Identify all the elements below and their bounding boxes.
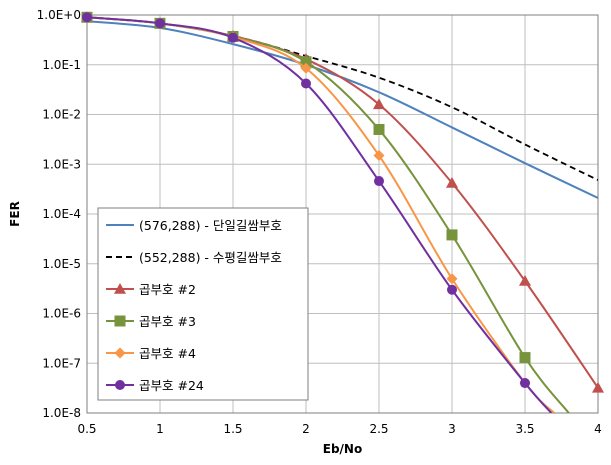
legend-marker	[114, 315, 126, 327]
x-tick-label: 4	[594, 422, 602, 436]
legend-item: 곱부호 #24	[106, 378, 204, 393]
data-point	[446, 229, 458, 241]
x-tick-label: 1	[156, 422, 164, 436]
data-point	[300, 62, 312, 74]
data-point	[155, 18, 165, 29]
x-tick-labels: 0.5 1 1.5 2 2.5 3 3.5 4	[77, 422, 601, 436]
legend-label: 곱부호 #3	[139, 314, 196, 329]
legend-item: (552,288) - 수평길쌈부호	[106, 250, 282, 265]
data-point	[300, 56, 312, 68]
y-tick-label: 1.0E-8	[42, 406, 81, 420]
legend-item: 곱부호 #3	[106, 314, 196, 329]
series-line	[87, 16, 553, 413]
x-tick-label: 3	[448, 422, 456, 436]
series-6	[82, 12, 553, 413]
plot-border	[86, 14, 599, 414]
legend-label: (552,288) - 수평길쌈부호	[139, 250, 282, 265]
y-tick-labels: 1.0E+0 1.0E-1 1.0E-2 1.0E-3 1.0E-4 1.0E-5 1.0E…	[37, 8, 81, 420]
x-axis-title: Eb/No	[323, 442, 362, 456]
y-tick-label: 1.0E-4	[42, 207, 81, 221]
legend-item: 곱부호 #4	[106, 346, 196, 361]
x-tick-label: 2.5	[369, 422, 388, 436]
legend-item: 곱부호 #2	[106, 282, 196, 297]
y-tick-label: 1.0E-7	[42, 356, 81, 370]
legend-marker	[114, 283, 126, 294]
y-tick-label: 1.0E+0	[37, 8, 81, 22]
data-point	[520, 378, 530, 389]
data-point	[446, 273, 458, 285]
y-tick-label: 1.0E-3	[42, 157, 81, 171]
legend-marker	[115, 380, 125, 390]
legend-marker	[114, 347, 126, 359]
y-tick-label: 1.0E-6	[42, 307, 81, 321]
data-point	[592, 381, 604, 393]
x-tick-label: 1.5	[223, 422, 242, 436]
legend-item: (576,288) - 단일길쌈부호	[106, 218, 282, 233]
plot-frame	[86, 14, 599, 414]
y-tick-label: 1.0E-5	[42, 257, 81, 271]
y-axis-title: FER	[8, 201, 22, 227]
legend-label: 곱부호 #4	[139, 346, 196, 361]
data-point	[373, 123, 385, 135]
x-tick-label: 2	[302, 422, 310, 436]
y-tick-label: 1.0E-2	[42, 108, 81, 122]
data-point	[374, 176, 384, 187]
data-point	[519, 275, 531, 286]
legend: (576,288) - 단일길쌈부호 (552,288) - 수평길쌈부호곱부호 …	[97, 207, 309, 401]
series-layer	[81, 11, 604, 413]
series-1	[87, 20, 598, 199]
y-tick-label: 1.0E-1	[42, 58, 81, 72]
data-point	[228, 32, 238, 43]
legend-box	[97, 207, 309, 401]
data-point	[446, 176, 458, 188]
series-line	[87, 20, 598, 199]
data-point	[447, 284, 457, 295]
data-point	[373, 98, 385, 110]
legend-label: 곱부호 #24	[139, 378, 204, 393]
data-point	[519, 352, 531, 364]
legend-label: (576,288) - 단일길쌈부호	[139, 218, 282, 233]
data-point	[82, 12, 92, 23]
x-tick-label: 0.5	[77, 422, 96, 436]
data-point	[373, 149, 385, 161]
legend-label: 곱부호 #2	[139, 282, 196, 297]
data-point	[301, 78, 311, 89]
x-tick-label: 3.5	[515, 422, 534, 436]
